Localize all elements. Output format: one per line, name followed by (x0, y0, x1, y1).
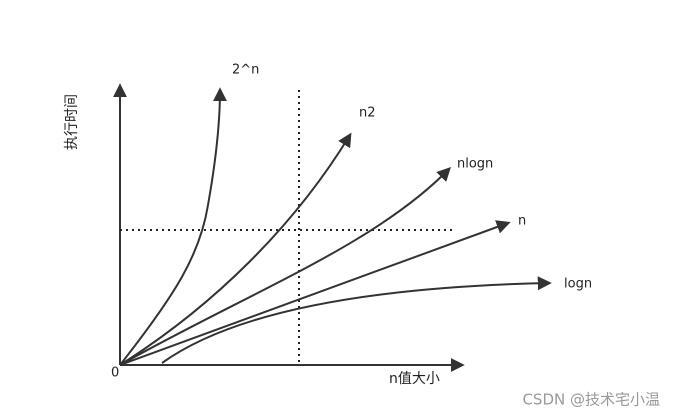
x-axis-label: n值大小 (389, 371, 440, 387)
curve (119, 220, 511, 366)
curve (119, 132, 352, 366)
curve (119, 87, 227, 366)
curve-label: n2 (359, 106, 376, 121)
curve-label: nlogn (457, 157, 493, 172)
curve-label: 2^n (232, 63, 259, 78)
origin-label: 0 (111, 366, 119, 381)
curve-label: n (518, 214, 526, 229)
curve (119, 166, 451, 366)
curve-label: logn (564, 277, 592, 292)
watermark: CSDN @技术宅小温 (522, 391, 660, 409)
y-axis-label: 执行时间 (64, 94, 80, 150)
curve (161, 276, 552, 364)
